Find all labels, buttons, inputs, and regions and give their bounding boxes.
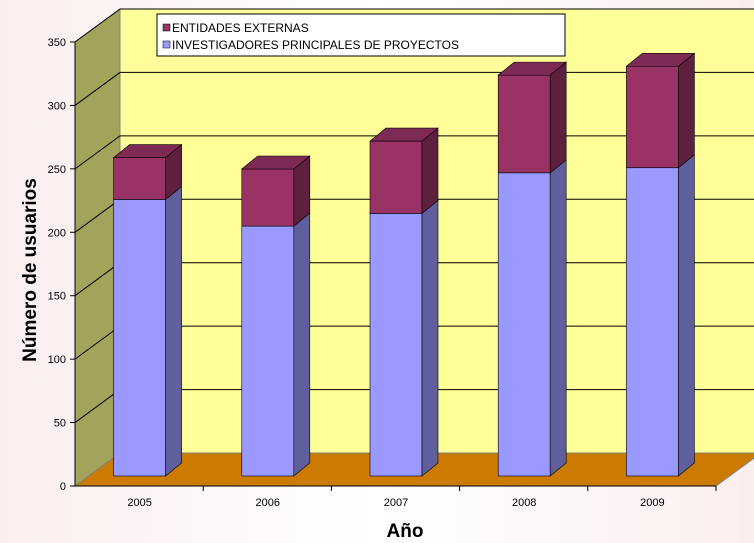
legend-label-investigadores: INVESTIGADORES PRINCIPALES DE PROYECTOS bbox=[172, 38, 459, 52]
gridline-side bbox=[74, 198, 121, 233]
legend-swatch-investigadores bbox=[162, 40, 171, 49]
bar-side-investigadores-2009 bbox=[678, 154, 695, 477]
y-axis-title: Número de usuarios bbox=[20, 178, 41, 362]
gridline-side bbox=[74, 72, 121, 106]
gridline-side bbox=[74, 389, 121, 423]
y-tick-label: 100 bbox=[48, 354, 66, 366]
bar-side-entidades-2007 bbox=[421, 127, 439, 215]
chart-side-wall bbox=[74, 8, 121, 487]
x-tick-label-2007: 2007 bbox=[384, 497, 408, 509]
gridline-side bbox=[74, 262, 121, 297]
gridline-side bbox=[74, 8, 121, 43]
axes: 0 50 100 150 200 250 300 350 2005 2006 2007 2008 200… bbox=[48, 37, 717, 509]
bar-entidades-2006 bbox=[241, 168, 295, 227]
bar-investigadores-2008 bbox=[497, 172, 551, 477]
bar-investigadores-2007 bbox=[369, 213, 423, 477]
y-tick-label: 50 bbox=[54, 418, 66, 430]
bar-entidades-2007 bbox=[369, 140, 423, 214]
x-tick-label-2005: 2005 bbox=[127, 497, 151, 509]
bar-top-2007 bbox=[369, 127, 439, 142]
legend-swatch-entidades bbox=[162, 23, 171, 32]
x-tick-label-2008: 2008 bbox=[512, 497, 536, 509]
x-tick-label-2006: 2006 bbox=[256, 497, 280, 509]
y-tick-label: 150 bbox=[48, 291, 66, 303]
legend-label-entidades: ENTIDADES EXTERNAS bbox=[172, 21, 309, 35]
x-tick-label-2009: 2009 bbox=[640, 497, 664, 509]
y-tick-label: 200 bbox=[48, 227, 66, 239]
x-axis-title: Año bbox=[387, 521, 424, 542]
bars bbox=[112, 52, 696, 477]
bar-top-2006 bbox=[240, 155, 311, 170]
bar-top-2005 bbox=[112, 144, 183, 158]
bar-side-entidades-2008 bbox=[549, 61, 567, 174]
bar-top-2008 bbox=[497, 61, 568, 76]
bar-investigadores-2005 bbox=[113, 199, 166, 477]
bar-entidades-2008 bbox=[497, 74, 551, 174]
bar-side-investigadores-2007 bbox=[421, 199, 439, 477]
bar-side-investigadores-2005 bbox=[165, 185, 182, 477]
y-tick-label: 0 bbox=[60, 481, 66, 493]
legend-box bbox=[156, 13, 566, 57]
bar-top-2009 bbox=[625, 52, 696, 67]
bar-investigadores-2009 bbox=[626, 167, 679, 477]
gridline-side bbox=[74, 135, 121, 170]
bar-entidades-2009 bbox=[626, 65, 679, 169]
gridline-side bbox=[74, 325, 121, 360]
bar-entidades-2005 bbox=[113, 157, 166, 200]
bar-side-entidades-2009 bbox=[678, 52, 695, 169]
legend: ENTIDADES EXTERNAS INVESTIGADORES PRINCI… bbox=[156, 13, 566, 57]
y-tick-label: 300 bbox=[48, 100, 66, 112]
bar-side-investigadores-2008 bbox=[549, 159, 567, 477]
bar-side-investigadores-2006 bbox=[293, 212, 311, 477]
y-tick-label: 250 bbox=[48, 164, 66, 176]
y-tick-label: 350 bbox=[48, 37, 66, 49]
bar-investigadores-2006 bbox=[241, 225, 295, 477]
